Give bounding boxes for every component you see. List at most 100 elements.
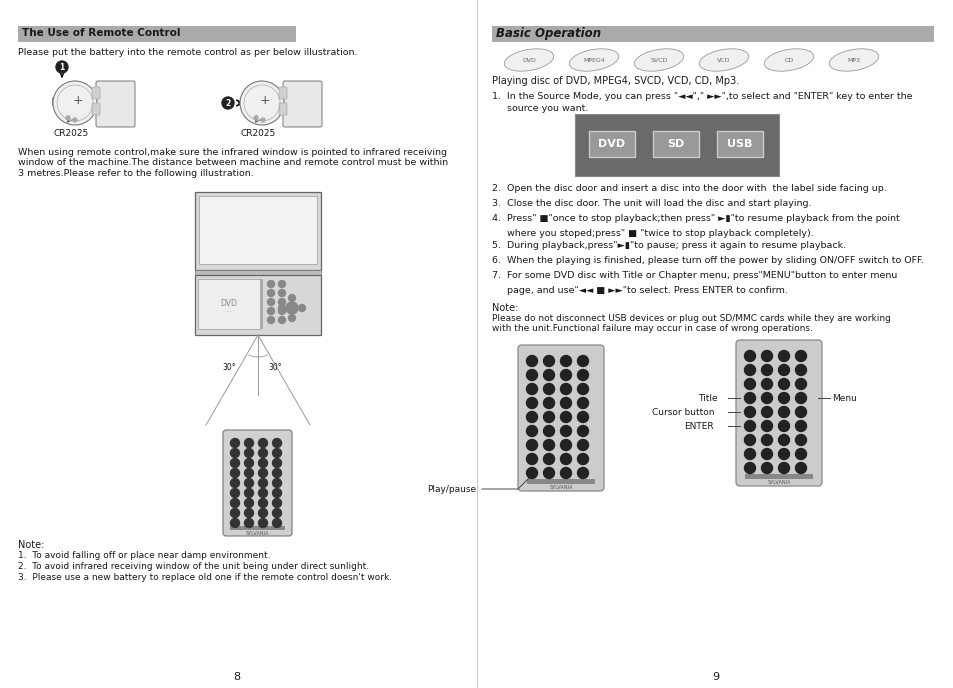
Circle shape [298, 305, 305, 312]
Circle shape [795, 420, 805, 431]
Circle shape [244, 499, 253, 508]
Circle shape [273, 449, 281, 458]
Text: 9: 9 [712, 672, 719, 682]
Bar [18, 26, 295, 42]
Bar [52, 97, 56, 105]
Circle shape [244, 488, 253, 497]
Circle shape [743, 449, 755, 460]
Circle shape [795, 365, 805, 376]
Circle shape [286, 302, 297, 314]
Circle shape [273, 519, 281, 528]
Circle shape [526, 453, 537, 464]
Text: DVD: DVD [598, 139, 625, 149]
Circle shape [273, 478, 281, 488]
Text: When using remote control,make sure the infrared window is pointed to infrared r: When using remote control,make sure the … [18, 148, 448, 178]
Circle shape [743, 462, 755, 473]
Bar [194, 270, 320, 275]
Circle shape [253, 116, 257, 120]
Text: 1.  To avoid falling off or place near damp environment.: 1. To avoid falling off or place near da… [18, 551, 271, 560]
Circle shape [577, 411, 588, 422]
Text: Basic Operation: Basic Operation [496, 27, 600, 40]
Circle shape [760, 462, 772, 473]
Circle shape [577, 383, 588, 394]
Bar [194, 275, 320, 335]
Circle shape [543, 440, 554, 451]
Circle shape [760, 420, 772, 431]
Circle shape [560, 356, 571, 367]
Bar [198, 279, 260, 329]
Text: 1: 1 [59, 63, 65, 72]
Text: Play/pause: Play/pause [427, 485, 476, 494]
Circle shape [543, 369, 554, 380]
Circle shape [795, 462, 805, 473]
Circle shape [760, 378, 772, 389]
Circle shape [577, 468, 588, 478]
Bar [261, 279, 263, 329]
Circle shape [543, 398, 554, 409]
Circle shape [278, 290, 285, 297]
Circle shape [743, 350, 755, 361]
Ellipse shape [828, 49, 878, 72]
Bar [230, 526, 285, 530]
Circle shape [778, 392, 789, 403]
FancyBboxPatch shape [223, 430, 292, 536]
FancyBboxPatch shape [278, 103, 287, 115]
Text: 4.  Press" ■"once to stop playback;then press" ►▮"to resume playback from the po: 4. Press" ■"once to stop playback;then p… [492, 214, 899, 223]
Circle shape [66, 116, 70, 120]
Circle shape [577, 453, 588, 464]
Circle shape [244, 519, 253, 528]
Ellipse shape [763, 49, 813, 72]
Circle shape [526, 369, 537, 380]
Text: +: + [259, 94, 270, 107]
Circle shape [760, 392, 772, 403]
Text: MPEG4: MPEG4 [582, 58, 604, 63]
Circle shape [577, 356, 588, 367]
Circle shape [244, 449, 253, 458]
Circle shape [231, 438, 239, 447]
Circle shape [778, 435, 789, 446]
Text: Cursor button: Cursor button [651, 408, 714, 417]
FancyBboxPatch shape [91, 87, 100, 99]
Circle shape [231, 469, 239, 477]
FancyBboxPatch shape [278, 87, 287, 99]
Circle shape [760, 407, 772, 418]
Circle shape [743, 420, 755, 431]
Circle shape [778, 462, 789, 473]
Circle shape [526, 356, 537, 367]
Bar [199, 196, 316, 264]
Circle shape [526, 468, 537, 478]
Ellipse shape [569, 49, 618, 72]
Circle shape [267, 281, 274, 288]
Text: source you want.: source you want. [492, 104, 588, 113]
Text: CD: CD [783, 58, 793, 63]
FancyBboxPatch shape [735, 340, 821, 486]
Circle shape [526, 440, 537, 451]
Text: 1.  In the Source Mode, you can press "◄◄"," ►►",to select and "ENTER" key to en: 1. In the Source Mode, you can press "◄◄… [492, 92, 911, 101]
Bar [526, 479, 595, 484]
Ellipse shape [504, 49, 553, 72]
Circle shape [577, 425, 588, 436]
Circle shape [560, 411, 571, 422]
Circle shape [258, 499, 267, 508]
Circle shape [795, 449, 805, 460]
Text: 2.  To avoid infrared receiving window of the unit being under direct sunlight.: 2. To avoid infrared receiving window of… [18, 562, 369, 571]
FancyBboxPatch shape [91, 103, 100, 115]
Circle shape [244, 478, 253, 488]
Text: DVD: DVD [220, 299, 237, 308]
Bar [652, 131, 699, 157]
Circle shape [258, 508, 267, 517]
Circle shape [273, 508, 281, 517]
Circle shape [577, 398, 588, 409]
Text: 3.  Please use a new battery to replace old one if the remote control doesn't wo: 3. Please use a new battery to replace o… [18, 573, 392, 582]
Circle shape [273, 438, 281, 447]
Circle shape [778, 407, 789, 418]
Circle shape [778, 420, 789, 431]
Circle shape [273, 499, 281, 508]
Circle shape [543, 425, 554, 436]
Circle shape [560, 369, 571, 380]
Text: Menu: Menu [831, 394, 856, 403]
Circle shape [795, 378, 805, 389]
Circle shape [278, 281, 285, 288]
Text: 2.  Open the disc door and insert a disc into the door with  the label side faci: 2. Open the disc door and insert a disc … [492, 184, 886, 193]
Circle shape [560, 425, 571, 436]
